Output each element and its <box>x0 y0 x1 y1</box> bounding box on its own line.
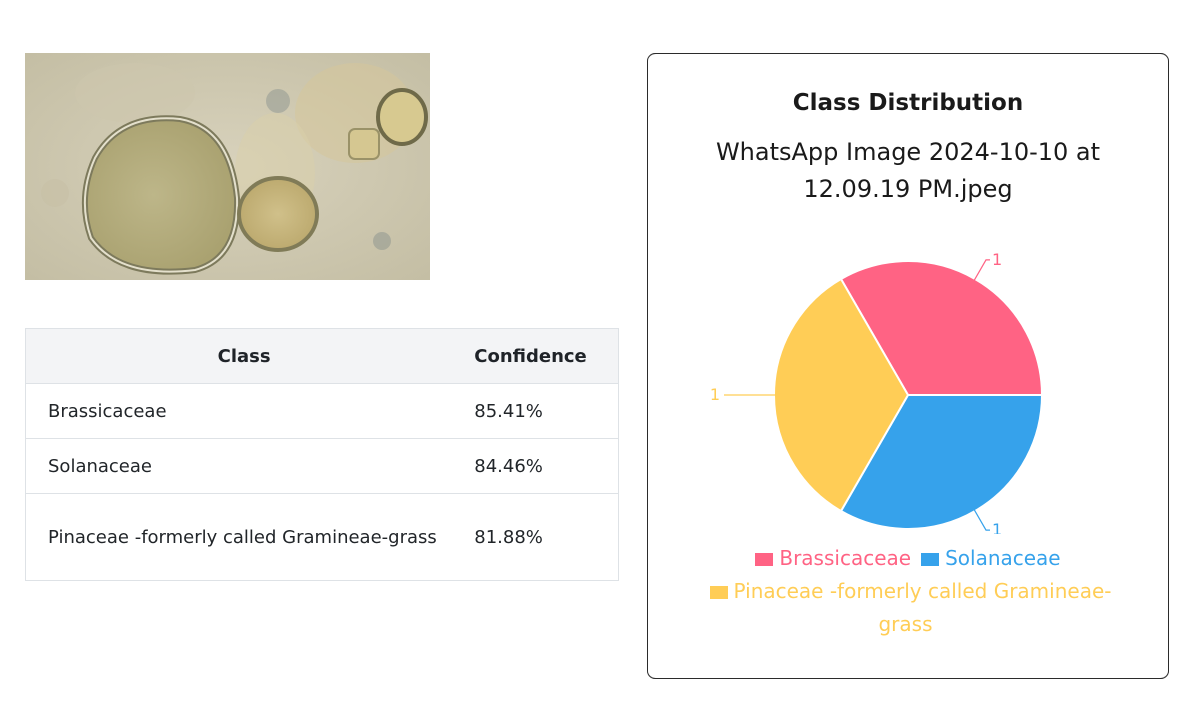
legend-item-1[interactable]: Brassicaceae <box>755 546 911 570</box>
column-header-class: Class <box>25 328 463 384</box>
legend-label: Solanaceae <box>945 546 1061 570</box>
data-label-leader-2 <box>971 505 990 531</box>
legend-swatch <box>709 586 728 599</box>
class-distribution-card: Class Distribution WhatsApp Image 2024-1… <box>647 53 1169 679</box>
legend-label: Pinaceae -formerly called Gramineae-gras… <box>733 579 1112 636</box>
table-row: Solanaceae 84.46% <box>25 438 619 494</box>
legend-label: Brassicaceae <box>779 546 912 570</box>
data-label-2: 1 <box>992 520 1002 534</box>
column-header-confidence: Confidence <box>462 328 619 384</box>
chart-subtitle: WhatsApp Image 2024-10-10 at 12.09.19 PM… <box>715 138 1101 203</box>
data-label-3: 1 <box>710 385 720 404</box>
row-confidence: 85.41% <box>462 383 619 439</box>
data-label-leader-1 <box>971 259 990 285</box>
table-row: Pinaceae -formerly called Gramineae-gras… <box>25 493 619 581</box>
data-label-1: 1 <box>992 250 1002 269</box>
legend-swatch <box>921 553 940 566</box>
row-class: Brassicaceae <box>25 383 463 439</box>
legend-item-3[interactable]: Pinaceae -formerly called Gramineae-gras… <box>709 579 1112 636</box>
row-class: Solanaceae <box>25 438 463 494</box>
chart-legend: Brassicaceae Solanaceae Pinaceae -formerly… <box>677 542 1139 641</box>
legend-item-2[interactable]: Solanaceae <box>921 546 1061 570</box>
row-confidence: 84.46% <box>462 438 619 494</box>
pollen-microscope-image <box>25 53 430 280</box>
legend-swatch <box>755 553 774 566</box>
row-confidence: 81.88% <box>462 493 619 581</box>
table-row: Brassicaceae 85.41% <box>25 383 619 439</box>
chart-title: Class Distribution <box>792 90 1024 116</box>
row-class: Pinaceae -formerly called Gramineae-gras… <box>25 493 463 581</box>
pie-chart: 1 1 1 <box>710 250 1044 534</box>
results-table: Class Confidence Brassicaceae 85.41% Sol… <box>25 328 619 581</box>
table-header-row: Class Confidence <box>25 328 619 384</box>
